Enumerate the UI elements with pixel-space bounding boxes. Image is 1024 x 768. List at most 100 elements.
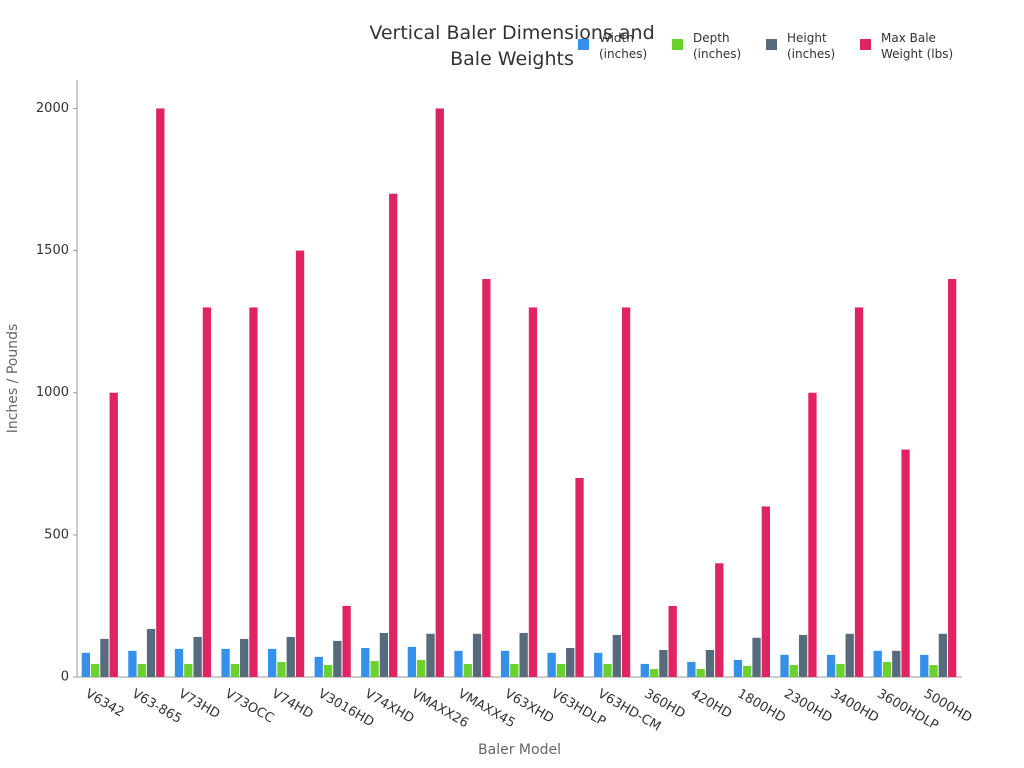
legend-item: Max Bale Weight (lbs)	[860, 30, 954, 62]
y-tick-label: 1500	[36, 243, 69, 258]
bar	[295, 250, 305, 678]
x-tick-label: V74HD	[269, 687, 316, 723]
bar	[612, 634, 621, 677]
legend-swatch	[672, 39, 683, 50]
bar	[379, 632, 389, 677]
bar	[417, 659, 426, 677]
bar	[230, 663, 240, 677]
x-tick-label: 3400HD	[828, 687, 881, 726]
bar	[948, 279, 957, 677]
bar	[687, 661, 696, 677]
x-tick-label: V6342	[83, 687, 127, 721]
legend-item: Depth (inches)	[672, 30, 766, 62]
bar	[463, 663, 472, 677]
bar	[603, 663, 612, 677]
legend-label: Depth (inches)	[693, 31, 742, 61]
x-tick-label: 2300HD	[781, 687, 834, 726]
bar	[528, 307, 538, 677]
legend-swatch	[766, 39, 777, 50]
x-tick-label: V73OCC	[222, 687, 276, 727]
bar	[454, 650, 463, 677]
bar	[156, 108, 165, 677]
x-tick-label: 1800HD	[735, 687, 788, 726]
bar	[249, 307, 258, 677]
bar	[882, 661, 892, 677]
bar	[90, 663, 100, 677]
bar	[500, 650, 510, 677]
bar	[640, 663, 649, 677]
chart-title: Vertical Baler Dimensions and Bale Weigh…	[369, 22, 655, 70]
y-tick-label: 1000	[36, 385, 69, 400]
legend: Width (inches) Depth (inches) Height (inch…	[578, 30, 954, 62]
bar	[696, 669, 705, 677]
bar	[221, 648, 230, 677]
bar	[342, 605, 351, 677]
bar	[649, 669, 659, 677]
bar	[556, 663, 566, 677]
bar	[323, 665, 333, 677]
legend-label: Width (inches)	[599, 31, 648, 61]
bar	[184, 663, 193, 677]
bar	[240, 638, 249, 677]
bar	[435, 108, 444, 677]
legend-swatch	[578, 39, 589, 50]
bar	[733, 659, 743, 677]
bar	[920, 654, 929, 677]
bar	[743, 665, 752, 677]
bar	[81, 652, 90, 677]
x-tick-label: 420HD	[688, 687, 734, 722]
bar	[174, 648, 184, 677]
bar	[761, 506, 770, 677]
bar	[407, 646, 417, 677]
bar	[798, 634, 808, 677]
x-tick-label: V73HD	[176, 687, 223, 723]
bar	[752, 637, 761, 677]
bar	[482, 279, 491, 677]
bar	[659, 649, 668, 677]
legend-item: Height (inches)	[766, 30, 860, 62]
y-tick-label: 2000	[36, 101, 69, 116]
bar	[519, 632, 528, 677]
bar	[668, 605, 677, 677]
bar	[193, 636, 202, 677]
legend-item: Width (inches)	[578, 30, 672, 62]
bar	[705, 649, 715, 677]
bar	[892, 650, 901, 677]
bar	[333, 640, 342, 677]
bar	[575, 478, 584, 677]
bar	[826, 654, 836, 677]
bar	[202, 307, 212, 677]
bar	[789, 665, 798, 677]
x-tick-label: V63-865	[129, 687, 184, 727]
bar	[128, 650, 137, 677]
bar	[314, 656, 323, 677]
bar	[109, 392, 118, 677]
bar	[510, 663, 519, 677]
bar	[137, 663, 146, 677]
bar	[594, 652, 603, 677]
bar	[547, 652, 556, 677]
y-axis-label: Inches / Pounds	[5, 324, 21, 434]
bar	[845, 633, 854, 677]
bar	[146, 628, 156, 677]
bar	[901, 449, 910, 677]
bar	[472, 633, 482, 677]
legend-swatch	[860, 39, 871, 50]
bar	[808, 392, 817, 677]
bar	[873, 650, 882, 677]
y-tick-label: 500	[44, 527, 69, 542]
bar	[780, 654, 789, 677]
bar	[715, 563, 724, 677]
bar	[370, 661, 379, 677]
bar	[361, 648, 370, 677]
bar	[854, 307, 864, 677]
bar	[938, 633, 948, 677]
bar	[621, 307, 631, 677]
bar	[100, 638, 109, 677]
y-tick-label: 0	[61, 670, 69, 685]
legend-label: Height (inches)	[787, 31, 836, 61]
bar	[286, 636, 295, 677]
x-axis-label: Baler Model	[478, 742, 561, 758]
